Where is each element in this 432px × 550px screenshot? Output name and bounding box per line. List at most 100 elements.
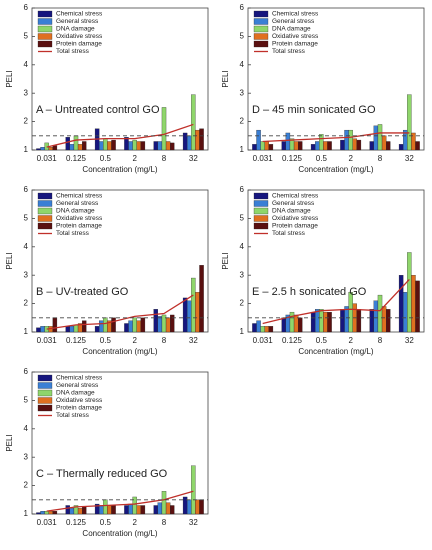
x-tick-label: 32 [405, 336, 414, 345]
panel: 1 2 3 4 5 6 0.031 0.125 0.5 2 8 32 Chemical stressGe… [221, 185, 425, 356]
y-tick-label: 6 [24, 185, 29, 194]
legend-swatch [37, 404, 53, 412]
y-tick-label: 3 [240, 270, 245, 279]
bar [103, 138, 108, 151]
legend-label: DNA damage [272, 208, 311, 215]
bar [132, 317, 137, 333]
bar [99, 141, 104, 151]
bar [140, 141, 146, 151]
x-axis-label: Concentration (mg/L) [82, 165, 157, 174]
bar [170, 314, 175, 333]
y-tick-label: 5 [24, 32, 29, 41]
bar [268, 326, 274, 333]
x-tick-label: 0.125 [282, 336, 303, 345]
bar [281, 141, 286, 151]
legend-label: DNA damage [272, 26, 311, 33]
total-stress-line [46, 294, 194, 330]
bar [140, 317, 146, 333]
y-axis-label: PELI [221, 70, 230, 87]
x-tick-label: 0.5 [316, 336, 328, 345]
bar [157, 316, 163, 333]
bar [348, 129, 353, 151]
bar [298, 141, 303, 151]
bar [36, 512, 41, 515]
legend-label: Protein damage [56, 405, 102, 412]
legend-label: Chemical stress [272, 193, 319, 200]
bar [136, 320, 141, 333]
bar [52, 511, 58, 515]
x-tick-label: 0.5 [316, 154, 328, 163]
bar [77, 508, 83, 515]
plot-area [247, 189, 425, 333]
bar [195, 499, 200, 515]
y-tick-label: 4 [24, 424, 29, 433]
bar [136, 141, 141, 151]
y-axis-label: PELI [221, 252, 230, 269]
bar [344, 129, 349, 151]
bar [65, 505, 70, 515]
y-tick-label: 1 [24, 509, 29, 518]
y-tick-label: 2 [240, 299, 245, 308]
bar [398, 275, 404, 333]
legend-label: Total stress [272, 48, 306, 55]
legend-label: Total stress [56, 412, 90, 419]
bar [187, 135, 192, 151]
legend-swatch [37, 10, 53, 18]
panel: 1 2 3 4 5 6 0.031 0.125 0.5 2 8 32 Chemical stressGe… [5, 185, 209, 356]
legend-label: Chemical stress [272, 11, 319, 18]
bar [268, 144, 274, 151]
legend-label: DNA damage [56, 208, 95, 215]
legend-swatch [253, 207, 269, 215]
bar [281, 317, 286, 333]
x-tick-label: 32 [189, 154, 198, 163]
bar [195, 129, 200, 151]
bar [170, 142, 175, 151]
bar [182, 297, 188, 333]
bar [103, 499, 108, 515]
plot-area [31, 189, 209, 333]
bar [289, 311, 295, 333]
bar [69, 144, 75, 151]
bar [82, 506, 87, 515]
bar [356, 309, 362, 333]
bar [256, 320, 261, 333]
y-tick-label: 1 [24, 327, 29, 336]
bar [319, 134, 324, 151]
x-axis-label: Concentration (mg/L) [298, 347, 373, 356]
bar [132, 139, 137, 151]
x-tick-label: 2 [132, 518, 137, 527]
legend-label: General stress [272, 18, 315, 25]
bar [199, 128, 204, 151]
legend-label: General stress [56, 18, 99, 25]
bar [128, 320, 133, 333]
bar [264, 141, 269, 151]
bar [310, 144, 316, 151]
bar [407, 252, 412, 333]
legend-label: Oxidative stress [56, 397, 103, 404]
bar [107, 505, 112, 515]
bar [199, 265, 204, 333]
bar [170, 505, 175, 515]
plot-area [31, 7, 209, 151]
y-tick-label: 2 [24, 481, 29, 490]
bar [52, 317, 58, 333]
bar [252, 323, 257, 333]
bar [157, 141, 163, 151]
legend-swatch [253, 222, 269, 230]
total-stress-line [46, 490, 194, 512]
bar [403, 292, 408, 333]
y-axis-label: PELI [5, 434, 14, 451]
y-tick-label: 2 [240, 117, 245, 126]
legend-swatch [37, 389, 53, 397]
legend-label: Protein damage [272, 223, 318, 230]
bar [40, 511, 45, 515]
y-tick-label: 5 [240, 32, 245, 41]
total-stress-line [262, 279, 410, 325]
legend-label: Total stress [56, 48, 90, 55]
bar [187, 499, 192, 515]
x-axis-label: Concentration (mg/L) [82, 529, 157, 538]
panel: 1 2 3 4 5 6 0.031 0.125 0.5 2 8 32 Chemical stressGe… [5, 367, 209, 538]
bar [340, 309, 345, 333]
legend-label: General stress [56, 200, 99, 207]
bar [381, 135, 387, 151]
